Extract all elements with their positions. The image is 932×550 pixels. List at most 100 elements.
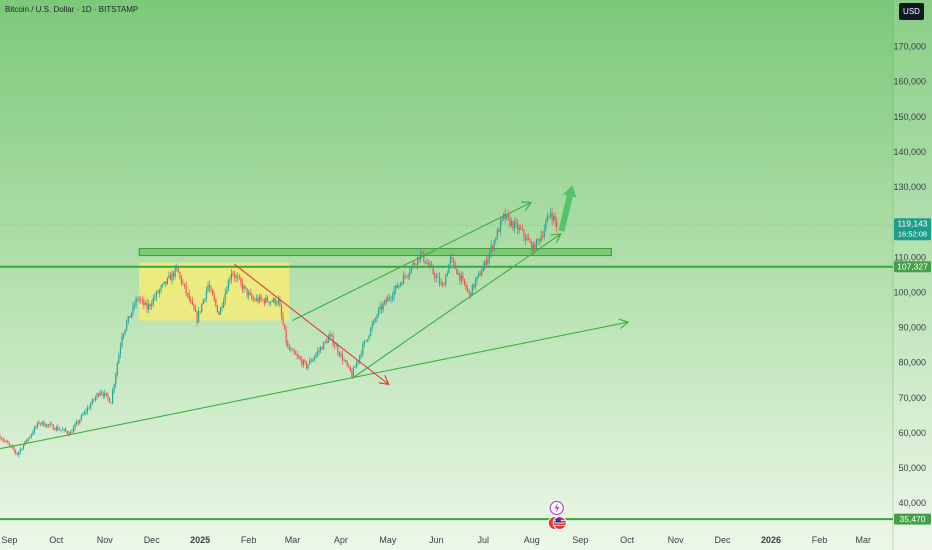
candle-body [55,427,57,431]
candle-body [155,291,157,298]
candle [77,419,79,426]
candle [299,355,301,362]
candle-body [219,307,222,315]
candle-body [249,292,251,295]
candle [174,264,176,280]
candle [352,365,355,378]
candle-body [526,237,528,241]
candle [29,435,31,440]
candle [485,255,487,268]
candle-body [65,428,67,432]
candle-body [509,217,511,226]
candle-body [97,393,100,396]
trendline-downtrend[interactable] [234,263,388,383]
candle-body [351,371,353,377]
candle [402,271,405,285]
candle [193,303,195,311]
candle-body [334,344,336,347]
candle-body [276,303,278,305]
projection-arrow[interactable] [558,185,577,232]
candle [482,261,484,273]
events-layer [547,500,567,530]
x-tick-label: Dec [715,535,732,545]
candle [340,351,342,359]
candle [151,300,153,310]
candle [548,215,550,220]
candle-body [385,300,387,302]
candle-body [19,449,21,453]
candle-body [409,271,411,276]
candle-body [69,431,71,435]
candle [254,296,256,302]
candle-body [398,285,400,288]
candle [528,233,530,241]
candle-body [179,272,181,277]
candle [269,301,272,307]
candle [294,350,297,355]
candle-body [243,286,245,290]
trendline-channel-lower[interactable] [351,235,560,379]
candle-body [440,282,442,284]
candle [395,284,397,295]
candle [163,281,165,285]
x-tick-label: Nov [668,535,685,545]
candle [409,266,411,280]
trendline-channel-upper[interactable] [292,203,530,322]
candle-body [399,283,401,286]
candle-body [16,452,18,455]
candle-body [540,236,542,242]
lightning-bolt-icon[interactable] [549,500,564,516]
candle [521,224,523,231]
candle-body [151,304,153,306]
candle-body [534,244,536,251]
candle [452,256,455,268]
candle [210,284,212,293]
candle [182,278,184,285]
candle [305,361,308,370]
consolidation-zone [139,262,290,321]
candle [556,217,558,233]
candle-body [504,213,506,220]
support-price-tag-value: 107,327 [897,262,928,272]
y-tick-label: 40,000 [898,498,926,508]
candle-body [343,360,345,362]
x-tick-label: May [379,535,397,545]
candle [199,311,201,314]
candle-body [185,285,187,294]
candle-body [338,352,340,356]
candle-body [396,285,398,288]
candle-body [474,280,477,288]
y-tick-label: 70,000 [898,393,926,403]
candle-body [25,440,28,442]
candle [279,295,281,307]
candle [457,269,459,276]
candle-body [441,282,444,286]
candle-body [429,264,431,266]
candle [235,273,237,283]
candle [298,353,300,359]
candle [52,423,54,430]
candle-body [110,402,112,404]
candle-body [66,431,68,434]
candle [19,447,21,455]
candle-body [424,261,426,264]
currency-button[interactable]: USD [899,3,924,20]
trendline-long-term-support[interactable] [0,322,627,450]
candle-body [542,236,544,237]
x-tick-label: Feb [812,535,828,545]
candle [327,334,330,343]
candle [51,421,53,426]
price-axis-panel[interactable] [893,0,932,550]
candle [130,312,132,319]
candle-body [307,364,309,369]
candle [187,292,189,299]
candle-body [313,357,315,360]
candle [196,310,198,327]
candle-body [149,304,151,306]
us-flag-icon[interactable] [547,516,567,530]
candle-body [498,229,500,232]
candle-body [401,283,403,285]
candle [473,284,475,290]
